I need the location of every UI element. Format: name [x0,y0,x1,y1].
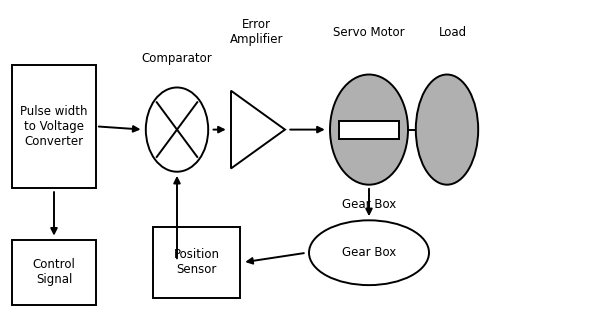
Text: Gear Box: Gear Box [342,198,396,211]
Text: Position
Sensor: Position Sensor [173,249,220,276]
Text: Control
Signal: Control Signal [32,258,76,286]
Text: Error
Amplifier: Error Amplifier [230,18,284,46]
Text: Load: Load [439,26,467,39]
Bar [12,65,96,188]
Ellipse shape [330,75,408,185]
Bar [339,121,399,139]
Polygon shape [231,91,285,168]
Text: Comparator: Comparator [142,52,212,65]
Text: Servo Motor: Servo Motor [333,26,405,39]
Bar [153,227,240,298]
Ellipse shape [146,87,208,172]
Bar [12,240,96,305]
Ellipse shape [416,75,478,185]
Circle shape [309,220,429,285]
Text: Pulse width
to Voltage
Converter: Pulse width to Voltage Converter [20,105,88,148]
Text: Gear Box: Gear Box [342,246,396,259]
